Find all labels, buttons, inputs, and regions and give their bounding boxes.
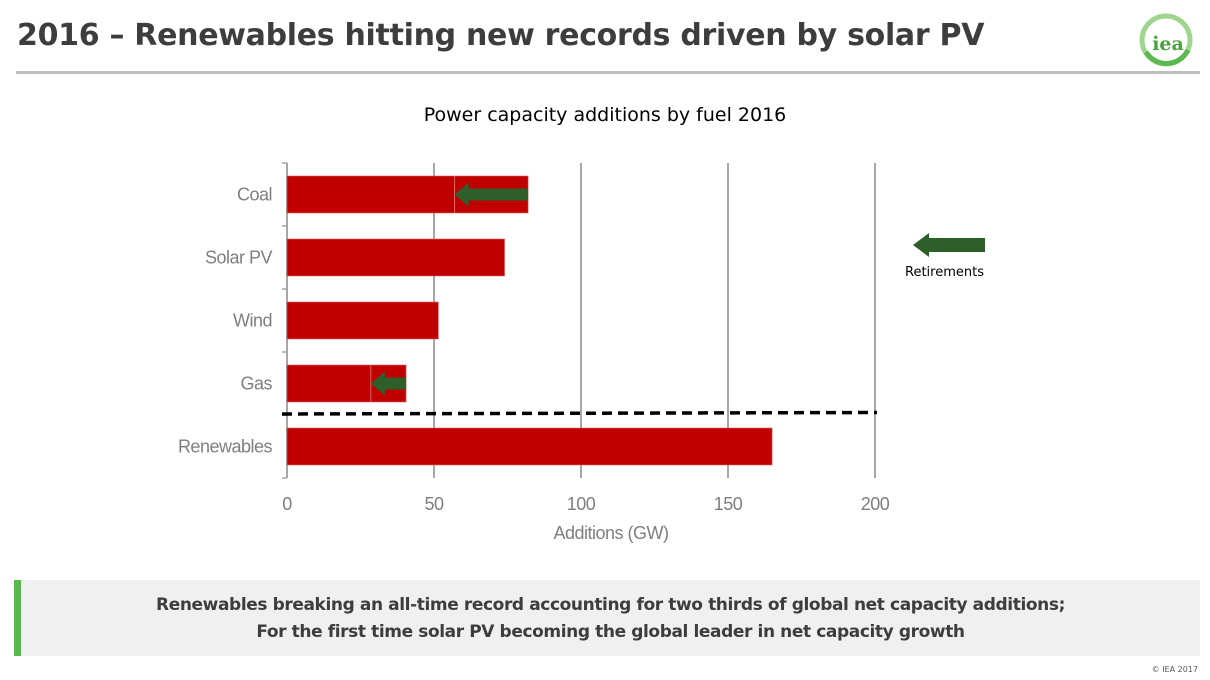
copyright: © IEA 2017: [1151, 665, 1198, 674]
retirement-arrow-icon: [370, 371, 407, 396]
slide-title: 2016 – Renewables hitting new records dr…: [17, 18, 985, 53]
separator-dashed-line: [281, 410, 878, 416]
bar-solar-pv: [286, 238, 505, 277]
key-message-callout: Renewables breaking an all-time record a…: [14, 580, 1200, 656]
callout-accent-bar: [14, 580, 21, 656]
iea-logo: iea: [1139, 13, 1193, 67]
y-tick-label: Wind: [233, 311, 272, 331]
chart-title: Power capacity additions by fuel 2016: [423, 104, 787, 126]
callout-text: Renewables breaking an all-time record a…: [21, 592, 1200, 646]
callout-line-2: For the first time solar PV becoming the…: [256, 622, 965, 642]
y-tick-label: Gas: [240, 374, 272, 394]
y-tick-label: Renewables: [178, 437, 273, 457]
x-tick-label: 200: [861, 494, 890, 514]
title-divider: [16, 71, 1200, 74]
x-tick-label: 100: [567, 494, 596, 514]
svg-text:iea: iea: [1152, 33, 1184, 55]
y-tick-label: Coal: [237, 185, 272, 205]
legend-retirements-label: Retirements: [905, 265, 984, 280]
bar-chart: Coal Solar PV Wind Gas Renewables 0 50 100 150 20…: [178, 162, 985, 543]
x-tick-label: 50: [424, 494, 444, 514]
x-tick-label: 0: [282, 494, 292, 514]
retirement-arrow-icon: [454, 182, 529, 207]
x-axis-label: Additions (GW): [553, 523, 668, 543]
bar-renewables: [286, 427, 773, 466]
bar-wind: [286, 301, 439, 340]
legend-retirements-arrow-icon: [913, 233, 985, 257]
callout-line-1: Renewables breaking an all-time record a…: [156, 595, 1065, 615]
y-tick-label: Solar PV: [205, 248, 273, 268]
x-tick-label: 150: [714, 494, 743, 514]
